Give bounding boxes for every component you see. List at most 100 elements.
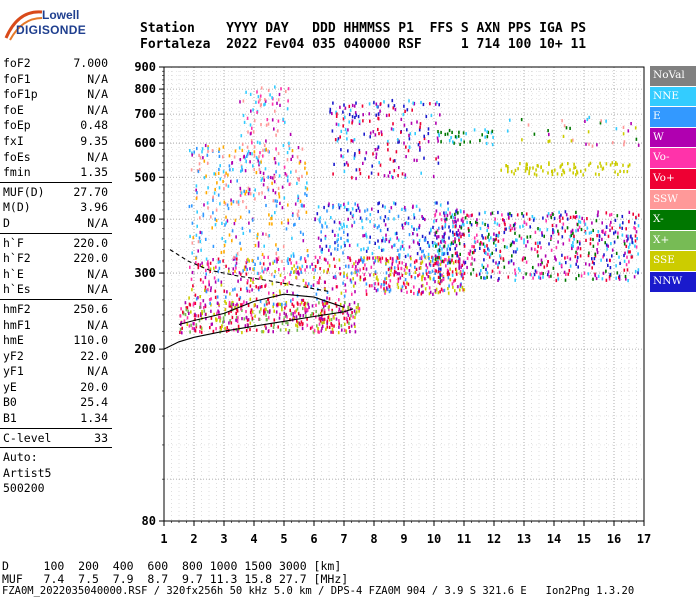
echo-point bbox=[351, 119, 354, 123]
echo-point bbox=[369, 220, 371, 224]
echo-point bbox=[387, 139, 389, 144]
echo-point bbox=[388, 113, 390, 117]
echo-point bbox=[497, 210, 499, 215]
echo-point bbox=[264, 99, 267, 103]
echo-point bbox=[316, 212, 319, 216]
echo-point bbox=[330, 318, 333, 322]
echo-point bbox=[507, 170, 509, 174]
echo-point bbox=[498, 261, 500, 265]
echo-point bbox=[324, 287, 326, 291]
parameter-value: 110.0 bbox=[73, 333, 108, 348]
echo-point bbox=[524, 256, 526, 260]
echo-point bbox=[208, 283, 210, 287]
echo-point bbox=[338, 258, 341, 262]
echo-point bbox=[204, 303, 207, 307]
echo-point bbox=[373, 261, 375, 265]
echo-point bbox=[245, 329, 248, 333]
echo-point bbox=[446, 261, 449, 265]
echo-point bbox=[305, 281, 307, 285]
echo-point bbox=[548, 139, 551, 143]
echo-point bbox=[255, 328, 258, 332]
echo-point bbox=[629, 250, 631, 254]
echo-point bbox=[463, 210, 465, 214]
echo-point bbox=[594, 172, 597, 176]
echo-point bbox=[258, 163, 260, 167]
echo-point bbox=[306, 265, 308, 269]
echo-point bbox=[492, 238, 495, 242]
echo-point bbox=[404, 109, 406, 113]
echo-point bbox=[551, 172, 554, 177]
echo-point bbox=[276, 302, 279, 306]
echo-point bbox=[495, 233, 498, 237]
echo-point bbox=[355, 306, 358, 310]
echo-point bbox=[267, 297, 270, 301]
echo-point bbox=[405, 145, 407, 149]
echo-point bbox=[347, 208, 350, 212]
echo-point bbox=[360, 248, 362, 252]
echo-point bbox=[510, 214, 513, 218]
echo-point bbox=[468, 252, 471, 256]
echo-point bbox=[615, 161, 617, 165]
echo-point bbox=[432, 292, 434, 296]
echo-point bbox=[623, 143, 625, 147]
echo-point bbox=[352, 315, 354, 319]
echo-point bbox=[372, 273, 375, 277]
echo-point bbox=[385, 113, 388, 118]
echo-point bbox=[441, 226, 444, 230]
echo-point bbox=[526, 240, 529, 244]
echo-point bbox=[190, 168, 193, 172]
parameter-value: N/A bbox=[87, 87, 108, 102]
echo-point bbox=[513, 227, 516, 231]
echo-point bbox=[253, 267, 256, 271]
echo-point bbox=[413, 291, 415, 296]
echo-point bbox=[397, 138, 399, 142]
echo-point bbox=[399, 247, 402, 251]
echo-point bbox=[440, 130, 442, 135]
echo-point bbox=[196, 224, 198, 228]
echo-point bbox=[212, 211, 214, 215]
echo-point bbox=[391, 245, 393, 249]
echo-point bbox=[596, 143, 598, 147]
echo-point bbox=[353, 322, 356, 326]
echo-point bbox=[237, 324, 240, 328]
echo-point bbox=[274, 85, 276, 89]
echo-point bbox=[627, 250, 629, 254]
echo-point bbox=[334, 312, 336, 316]
echo-point bbox=[334, 138, 337, 142]
echo-point bbox=[273, 180, 276, 184]
echo-point bbox=[233, 255, 235, 259]
echo-point bbox=[321, 326, 323, 330]
echo-point bbox=[623, 253, 625, 258]
echo-point bbox=[637, 213, 640, 217]
parameter-value: 3.96 bbox=[80, 200, 108, 215]
echo-point bbox=[459, 271, 462, 275]
echo-point bbox=[429, 277, 432, 281]
echo-point bbox=[254, 188, 256, 192]
echo-point bbox=[343, 162, 346, 167]
echo-point bbox=[224, 223, 226, 227]
echo-point bbox=[344, 301, 346, 305]
echo-point bbox=[314, 255, 317, 259]
echo-point bbox=[501, 213, 503, 217]
echo-point bbox=[251, 152, 253, 156]
echo-point bbox=[249, 310, 252, 314]
echo-point bbox=[284, 172, 287, 176]
echo-point bbox=[522, 214, 525, 218]
echo-point bbox=[270, 273, 273, 277]
echo-point bbox=[550, 274, 552, 278]
echo-point bbox=[359, 275, 362, 279]
echo-point bbox=[301, 323, 304, 327]
echo-point bbox=[213, 191, 216, 195]
echo-point bbox=[585, 142, 587, 146]
echo-point bbox=[249, 132, 252, 136]
echo-point bbox=[455, 272, 458, 276]
echo-point bbox=[248, 187, 251, 191]
echo-point bbox=[628, 250, 630, 254]
echo-point bbox=[552, 228, 554, 232]
echo-point bbox=[199, 330, 201, 334]
echo-point bbox=[355, 310, 358, 314]
echo-point bbox=[561, 226, 564, 230]
echo-point bbox=[599, 121, 602, 125]
echo-point bbox=[323, 311, 326, 315]
echo-point bbox=[434, 257, 437, 261]
